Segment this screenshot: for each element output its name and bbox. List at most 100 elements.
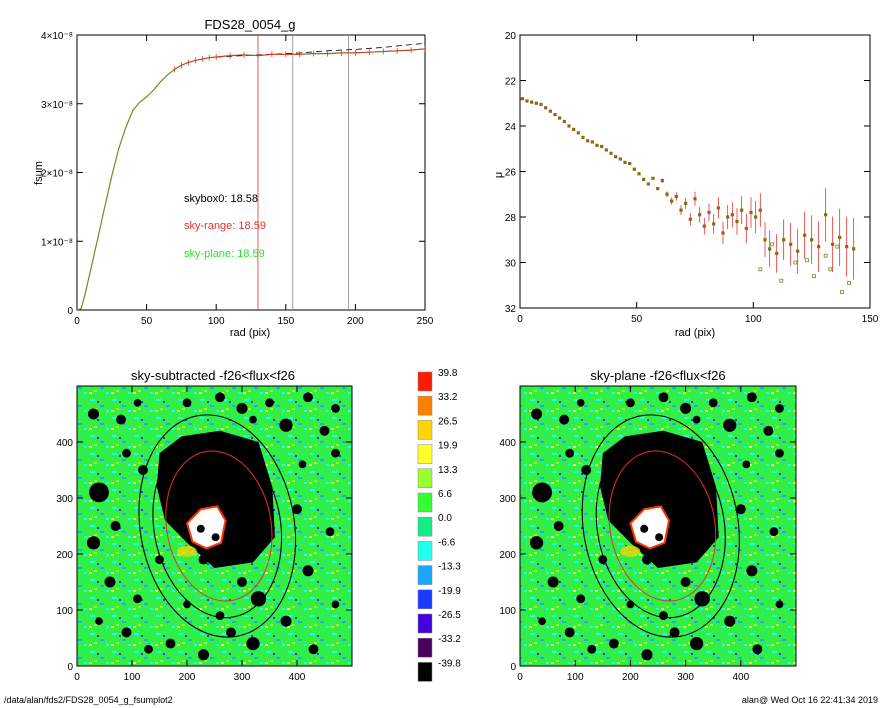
mu-point <box>726 215 730 219</box>
img-sky-subtracted-star-mask <box>265 398 274 408</box>
mu-open-point <box>840 290 844 294</box>
mu-ytick-label: 28 <box>505 213 517 224</box>
img-sky-subtracted-star-mask <box>104 576 116 588</box>
img-sky-plane-star-mask <box>625 398 635 408</box>
colorbar-label: 39.8 <box>438 368 458 379</box>
img-sky-plane-star-mask <box>659 611 668 621</box>
mu-point <box>534 101 538 105</box>
colorbar-swatch <box>417 541 433 561</box>
mu-point <box>670 199 674 203</box>
img-sky-subtracted-star-mask <box>292 504 302 515</box>
colorbar: 39.8 33.2 26.5 19.9 13.3 6.6 0.0 -6.6 -13.3 -19.9… <box>417 368 461 682</box>
fsum-xtick-label: 0 <box>74 316 80 327</box>
mu-open-point <box>828 267 833 272</box>
mu-open-point <box>793 260 798 265</box>
mu-point <box>775 251 779 255</box>
img-sky-plane-star-mask <box>769 527 779 537</box>
img-sky-subtracted-core-dot <box>196 524 205 533</box>
vertical-markers <box>257 35 349 310</box>
img-sky-plane-star-mask <box>680 402 692 414</box>
img-sky-plane-ytick-label: 100 <box>499 606 516 617</box>
colorbar-label: -26.5 <box>438 610 461 621</box>
mu-point <box>539 102 543 106</box>
colorbar-label: 6.6 <box>438 489 452 500</box>
colorbar-label: 19.9 <box>438 441 458 452</box>
frame-fsum <box>76 34 426 311</box>
mu-point <box>674 194 678 199</box>
title-sky-subtracted: sky-subtracted -f26<flux<f26 <box>131 368 295 383</box>
mu-xtick-label: 0 <box>517 314 523 325</box>
img-sky-plane-bright-halo <box>620 545 641 557</box>
mu-point <box>600 144 604 149</box>
img-sky-subtracted-star-mask <box>308 644 319 655</box>
fsum-xtick-label: 200 <box>347 316 364 327</box>
img-sky-plane-star-mask <box>669 627 680 638</box>
img-sky-plane-star-mask <box>531 408 543 420</box>
colorbar-label: -39.8 <box>438 658 461 669</box>
img-sky-subtracted-star-mask <box>133 594 142 604</box>
mu-point <box>637 172 641 176</box>
mu-point <box>651 176 655 180</box>
mu-point <box>646 182 650 186</box>
img-sky-subtracted-xtick-label: 0 <box>74 672 80 683</box>
xlabel-fsum: rad (pix) <box>230 327 270 339</box>
img-sky-plane-star-mask <box>775 600 784 609</box>
img-sky-plane-xtick-label: 400 <box>732 672 749 683</box>
fsum-red-line <box>174 48 425 70</box>
image-sky-plane <box>520 386 796 666</box>
mu-point <box>581 135 585 139</box>
colorbar-swatch <box>417 395 433 416</box>
mu-xtick-label: 150 <box>862 314 879 325</box>
img-sky-plane-star-mask <box>553 521 564 531</box>
mu-point <box>817 244 821 249</box>
mu-point <box>721 231 725 235</box>
colorbar-label: -33.2 <box>438 634 461 645</box>
mu-point <box>754 215 758 219</box>
img-sky-plane-star-mask <box>694 591 710 607</box>
img-sky-subtracted-star-mask <box>86 536 101 550</box>
img-sky-subtracted-star-mask <box>116 414 126 425</box>
colorbar-swatch <box>417 420 433 440</box>
mu-point <box>782 238 786 242</box>
mu-point <box>604 148 608 152</box>
mu-point <box>831 242 835 246</box>
img-sky-subtracted-ytick-label: 0 <box>67 662 73 673</box>
img-sky-plane-star-mask <box>692 415 701 424</box>
img-sky-plane-star-mask <box>532 482 553 503</box>
img-sky-plane-star-mask <box>587 644 597 654</box>
panel-mu: 0 50 100 150 20 22 24 26 28 30 32 rad (pix) μ <box>493 31 879 339</box>
fsum-ytick-label: 1×10⁻⁸ <box>41 237 73 248</box>
mu-point <box>702 224 706 228</box>
img-sky-subtracted-star-mask <box>298 460 307 469</box>
img-sky-plane-star-mask <box>658 392 669 403</box>
img-sky-subtracted-bright-halo <box>177 545 197 557</box>
colorbar-label: -6.6 <box>438 537 456 548</box>
img-sky-subtracted-star-mask <box>88 408 99 420</box>
img-sky-plane-star-mask <box>708 398 718 408</box>
img-sky-subtracted-star-mask <box>183 600 191 609</box>
mu-point <box>665 192 669 196</box>
img-sky-plane-aperture-outer <box>581 414 740 638</box>
mu-point <box>763 238 767 242</box>
colorbar-swatch <box>417 371 433 392</box>
fsum-xtick-label: 100 <box>208 316 225 327</box>
img-sky-subtracted-star-mask <box>215 392 225 403</box>
colorbar-swatch <box>417 468 433 489</box>
img-sky-subtracted-star-mask <box>331 448 340 458</box>
mu-open-point <box>812 274 816 279</box>
mu-point <box>609 151 613 155</box>
mu-point <box>572 127 576 132</box>
mu-point <box>590 140 594 144</box>
img-sky-plane-core-dot <box>640 524 649 533</box>
img-sky-subtracted-star-mask <box>279 418 293 432</box>
frame-mu <box>519 34 871 309</box>
img-sky-subtracted-star-mask <box>144 644 153 654</box>
img-sky-subtracted-star-mask <box>198 649 209 661</box>
img-sky-plane-star-mask <box>608 638 619 649</box>
img-sky-plane-star-mask <box>564 627 575 638</box>
img-sky-plane-xtick-label: 100 <box>567 672 584 683</box>
mu-point <box>562 119 566 124</box>
mu-open-point <box>779 278 784 283</box>
img-sky-plane-star-mask <box>690 636 704 651</box>
mu-xtick-label: 50 <box>631 314 643 325</box>
